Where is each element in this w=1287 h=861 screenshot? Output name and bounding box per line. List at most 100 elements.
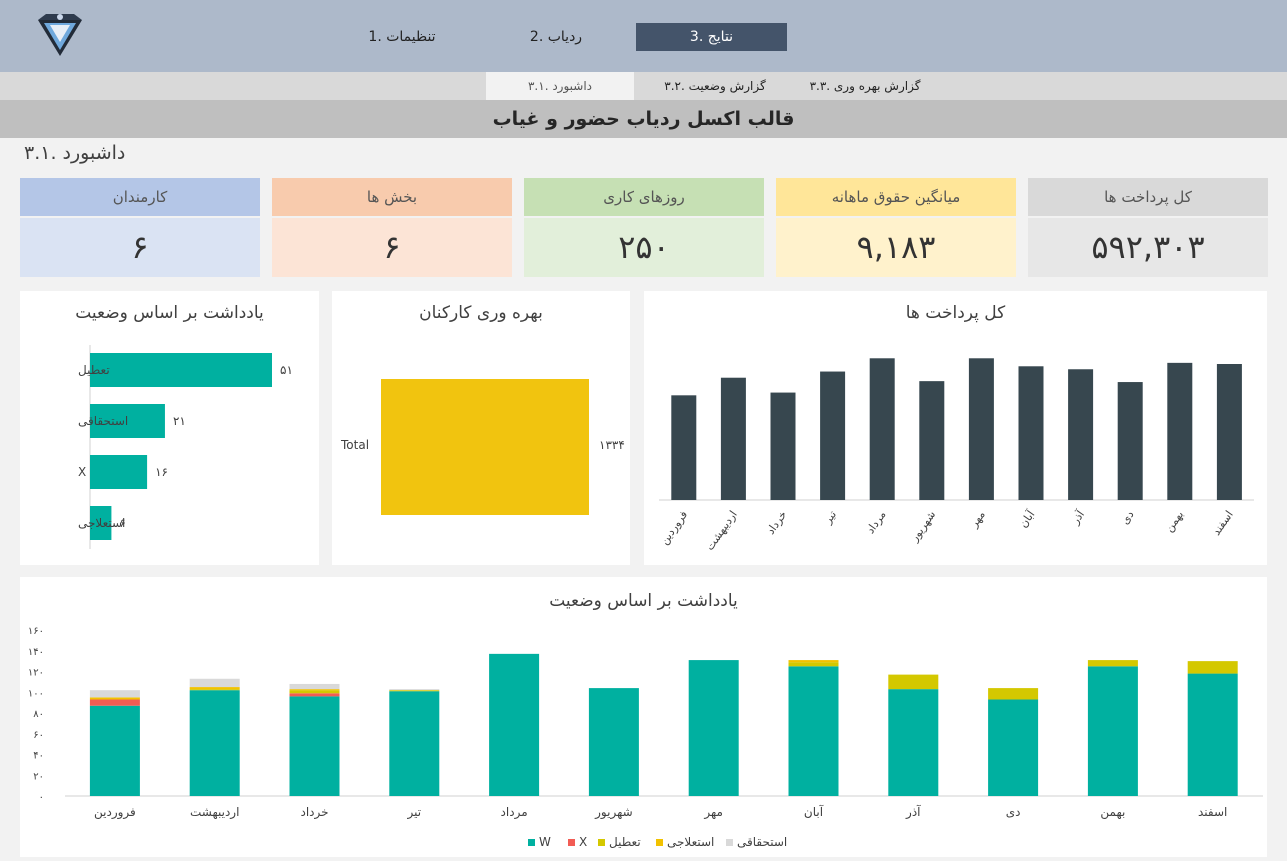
bar-segment (1187, 673, 1238, 796)
top-navigation-bar: تنظیمات .1 ردیاب .2 نتایج .3 (0, 0, 1287, 72)
kpi-value: ۵۹۲,۳۰۳ (1028, 218, 1268, 277)
x-tick-label: فروردین (94, 805, 136, 820)
x-tick-label: مهر (967, 508, 988, 530)
productivity-panel: بهره وری کارکنان Total ۱۳۳۴ (332, 291, 630, 565)
x-tick-label: بهمن (1100, 805, 1125, 820)
x-tick-label: شهریور (594, 805, 633, 820)
bar (1117, 382, 1143, 500)
x-tick-label: اردیبهشت (703, 508, 740, 553)
subtab-productivity-report[interactable]: گزارش بهره وری .۳.۳ (809, 79, 921, 93)
bar-segment (788, 662, 839, 667)
tab-tracker[interactable]: ردیاب .2 (529, 29, 583, 45)
x-tick-label: مرداد (501, 805, 528, 820)
monthly-status-panel: یادداشت بر اساس وضعیت ۰ ۲۰ ۴۰ ۶۰ ۸۰ ۱۰۰ ۱۲۰ ۱۴۰… (20, 577, 1267, 857)
legend-swatch (528, 839, 535, 846)
x-tick-label: خرداد (300, 805, 328, 820)
legend-label: W (539, 835, 551, 849)
notes-by-status-panel: یادداشت بر اساس وضعیت تعطیل ۵۱ استحقاقی ۲۱ X… (20, 291, 319, 565)
x-tick-label: آذر (1067, 507, 1087, 527)
y-tick-label: ۱۶۰ (28, 626, 44, 637)
legend-swatch (568, 839, 575, 846)
bar (381, 379, 589, 515)
tab-results[interactable]: نتایج .3 (636, 23, 787, 51)
category-label: X (78, 465, 86, 479)
bar-segment (389, 690, 440, 692)
bar (671, 395, 697, 500)
bar (869, 358, 895, 500)
bar (1018, 366, 1044, 500)
kpi-employees: کارمندان ۶ (20, 178, 260, 277)
x-tick-label: اسفند (1198, 805, 1227, 819)
bar (1216, 364, 1242, 500)
page-title: قالب اکسل ردیاب حضور و غیاب (0, 100, 1287, 138)
bar-segment (988, 688, 1039, 700)
monthly-status-chart: ۰ ۲۰ ۴۰ ۶۰ ۸۰ ۱۰۰ ۱۲۰ ۱۴۰ ۱۶۰ فروردین اردیبهشت خردا… (28, 626, 1263, 849)
bar-segment (1087, 666, 1138, 796)
bar-segment (588, 688, 639, 796)
bar-segment (189, 687, 240, 690)
kpi-label: کارمندان (20, 178, 260, 216)
x-tick-label: بهمن (1162, 508, 1186, 534)
category-label: تعطیل (78, 363, 110, 377)
bar-segment (489, 653, 540, 796)
bar (90, 353, 272, 387)
x-tick-label: فروردین (658, 508, 691, 547)
kpi-label: روزهای کاری (524, 178, 764, 216)
kpi-average-salary: میانگین حقوق ماهانه ۹,۱۸۳ (776, 178, 1016, 277)
bar-segment (888, 689, 939, 796)
bar (820, 371, 846, 500)
bar-segment (89, 697, 140, 700)
chart-title: بهره وری کارکنان (419, 303, 543, 323)
x-tick-label: تیر (821, 508, 839, 526)
kpi-working-days: روزهای کاری ۲۵۰ (524, 178, 764, 277)
bar (919, 381, 945, 500)
bar (1068, 369, 1094, 500)
productivity-chart: Total ۱۳۳۴ (340, 379, 625, 515)
legend-swatch (726, 839, 733, 846)
y-tick-label: ۶۰ (33, 730, 44, 741)
x-tick-label: آبان (804, 804, 824, 819)
x-tick-label: تیر (407, 805, 422, 820)
kpi-departments: بخش ها ۶ (272, 178, 512, 277)
tab-settings[interactable]: تنظیمات .1 (368, 29, 436, 45)
bar-segment (189, 689, 240, 691)
y-tick-label: ۲۰ (33, 771, 44, 782)
bar (90, 404, 165, 438)
bar-segment (89, 690, 140, 698)
category-label: استعلاجی (78, 516, 125, 530)
data-label: ۲۱ (173, 414, 186, 428)
data-label: ۶ (119, 516, 125, 530)
bar-segment (888, 674, 939, 690)
bar-segment (1087, 660, 1138, 667)
bar (770, 392, 796, 500)
bar-segment (289, 693, 340, 697)
kpi-total-payments: کل پرداخت ها ۵۹۲,۳۰۳ (1028, 178, 1268, 277)
y-tick-label: ۴۰ (33, 751, 44, 762)
legend-swatch (656, 839, 663, 846)
bar-segment (289, 690, 340, 694)
y-tick-label: ۱۰۰ (28, 688, 44, 699)
total-payments-chart: فروردین اردیبهشت خرداد تیر مرداد شهریور مهر آبا… (658, 358, 1254, 553)
total-payments-panel: کل پرداخت ها فروردین اردیبهشت خرداد تیر مردا… (644, 291, 1267, 565)
bar-segment (89, 699, 140, 706)
data-label: ۵۱ (280, 363, 293, 377)
bar-segment (189, 678, 240, 688)
bar-segment (688, 660, 739, 796)
data-label: ۱۶ (155, 465, 168, 479)
legend-label: استحقاقی (737, 835, 787, 849)
sub-navigation-bar: داشبورد .۳.۱ گزارش وضعیت .۳.۲ گزارش بهره… (0, 72, 1287, 100)
subtab-dashboard[interactable]: داشبورد .۳.۱ (486, 72, 634, 100)
kpi-label: کل پرداخت ها (1028, 178, 1268, 216)
bar-segment (389, 691, 440, 796)
section-title: داشبورد .۳.۱ (24, 142, 126, 164)
data-label: ۱۳۳۴ (599, 438, 625, 452)
x-tick-label: دی (1006, 805, 1021, 819)
subtab-status-report[interactable]: گزارش وضعیت .۳.۲ (664, 79, 766, 93)
chart-title: یادداشت بر اساس وضعیت (549, 591, 738, 611)
kpi-value: ۶ (272, 218, 512, 277)
x-tick-label: شهریور (907, 508, 938, 544)
kpi-value: ۲۵۰ (524, 218, 764, 277)
bar-segment (1187, 661, 1238, 674)
bar-segment (289, 696, 340, 796)
